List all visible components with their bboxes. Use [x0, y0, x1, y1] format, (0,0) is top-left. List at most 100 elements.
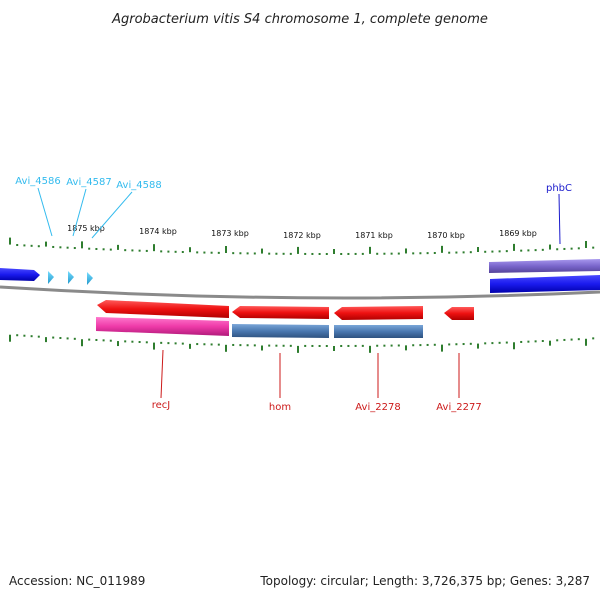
outer-ring-dot	[448, 251, 451, 254]
inner-ring-dot	[304, 344, 307, 347]
label-phbC[interactable]: phbC	[546, 183, 572, 194]
scale-label-1874: 1874 kbp	[139, 227, 177, 236]
outer-ring-dot	[354, 252, 357, 255]
scale-label-1869: 1869 kbp	[499, 229, 537, 238]
gene-recJ-pink-bar[interactable]	[96, 317, 229, 336]
inner-ring-dot	[16, 334, 19, 337]
gene-avi4588-arrow[interactable]	[87, 272, 93, 285]
inner-ring-dot	[448, 343, 451, 346]
inner-ring-dot	[340, 344, 343, 347]
inner-ring-dot	[59, 336, 62, 339]
inner-ring-dot	[325, 344, 328, 347]
outer-ring-dot	[520, 249, 523, 252]
scale-labels: 1875 kbp 1874 kbp 1873 kbp 1872 kbp 1871…	[67, 224, 537, 240]
outer-ring-dot	[16, 244, 19, 247]
inner-ring-dot	[397, 344, 400, 347]
outer-ring-dot	[570, 247, 573, 250]
outer-ring-dot	[469, 251, 472, 254]
outer-ring-dot	[66, 246, 69, 249]
gene-avi2278-arrow[interactable]	[334, 306, 423, 320]
outer-ring-dot	[426, 252, 429, 255]
inner-ring-dot	[124, 340, 127, 343]
outer-ring-dot	[23, 244, 26, 247]
inner-ring-dot	[577, 338, 580, 341]
label-avi2278[interactable]: Avi_2278	[355, 402, 400, 413]
outer-ring-dot	[325, 252, 328, 255]
inner-ring-dot	[239, 344, 242, 347]
outer-ring-dot	[419, 252, 422, 255]
inner-ring-dot	[419, 344, 422, 347]
gene-avi4586-small-arrow[interactable]	[48, 271, 54, 284]
scale-label-1870: 1870 kbp	[427, 231, 465, 240]
inner-ring-dot	[160, 341, 163, 344]
inner-ring-dot	[167, 342, 170, 345]
inner-ring-dot	[109, 339, 112, 342]
label-avi2277[interactable]: Avi_2277	[436, 402, 481, 413]
inner-ring-dot	[541, 340, 544, 343]
inner-ring-dot	[433, 343, 436, 346]
inner-ring-dot	[455, 343, 458, 346]
scale-label-1872: 1872 kbp	[283, 231, 321, 240]
outer-ring-dot	[563, 247, 566, 250]
inner-ring-dot	[412, 344, 415, 347]
inner-ring-dot	[102, 339, 105, 342]
label-hom[interactable]: hom	[269, 402, 291, 413]
outer-ring-dot	[102, 248, 105, 251]
outer-ring-dot	[361, 252, 364, 255]
gene-avi2278-steel-bar[interactable]	[334, 325, 423, 338]
label-avi4588[interactable]: Avi_4588	[116, 180, 161, 191]
inner-ring-dot	[462, 343, 465, 346]
inner-ring-dot	[347, 344, 350, 347]
inner-ring-dot	[138, 341, 141, 344]
outer-ring-dot	[462, 251, 465, 254]
outer-ring-dot	[232, 252, 235, 255]
inner-ring-dot	[145, 341, 148, 344]
inner-ring-dot	[376, 344, 379, 347]
outer-ring-dot	[145, 249, 148, 252]
gene-phbC-purple-bar[interactable]	[489, 259, 600, 273]
inner-ring-dot	[390, 344, 393, 347]
inner-ring-dot	[203, 343, 206, 346]
gene-hom-arrow[interactable]	[232, 306, 329, 319]
outer-ring-dot	[196, 251, 199, 254]
inner-ring-dot	[592, 337, 595, 340]
accession-text: Accession: NC_011989	[9, 574, 146, 588]
inner-ring-dot	[469, 342, 472, 345]
outer-ring-dot	[534, 249, 537, 252]
outer-ring-dot	[52, 245, 55, 248]
plus-strand-features	[0, 259, 600, 293]
outer-ring-dot	[376, 252, 379, 255]
gene-avi4587-arrow[interactable]	[68, 271, 74, 284]
outer-ring-dot	[390, 252, 393, 255]
outer-ring-dot	[138, 249, 141, 252]
inner-ring-dot	[23, 334, 26, 337]
inner-ring-dot	[88, 338, 91, 341]
inner-ring-dot	[268, 344, 271, 347]
inner-ring-dot	[383, 344, 386, 347]
outer-ring-dot	[347, 252, 350, 255]
outer-ring-dot	[160, 250, 163, 253]
inner-ring-dot	[556, 339, 559, 342]
outer-ring-dot	[131, 249, 134, 252]
outer-ring-dot	[239, 252, 242, 255]
gene-avi4586-arrow[interactable]	[0, 268, 40, 281]
label-recJ[interactable]: recJ	[152, 400, 171, 411]
outer-ring-dot	[505, 250, 508, 253]
outer-ring-dot	[88, 247, 91, 250]
outer-ring-dot	[59, 246, 62, 249]
leader-avi4588	[91, 191, 133, 239]
inner-ring-dot	[246, 344, 249, 347]
outer-ring-dot	[30, 244, 33, 247]
inner-ring-dot	[210, 343, 213, 346]
gene-hom-steel-bar[interactable]	[232, 324, 329, 338]
outer-ring-dot	[73, 247, 76, 250]
gene-phbC-blue-bar[interactable]	[490, 275, 600, 293]
minus-strand-features	[96, 300, 474, 338]
label-avi4586[interactable]: Avi_4586	[15, 176, 60, 187]
outer-ring-dot	[268, 252, 271, 255]
label-avi4587[interactable]: Avi_4587	[66, 177, 111, 188]
gene-avi2277-arrow[interactable]	[444, 307, 474, 320]
gene-recJ-arrow[interactable]	[97, 300, 229, 318]
inner-ring-dot	[174, 342, 177, 345]
